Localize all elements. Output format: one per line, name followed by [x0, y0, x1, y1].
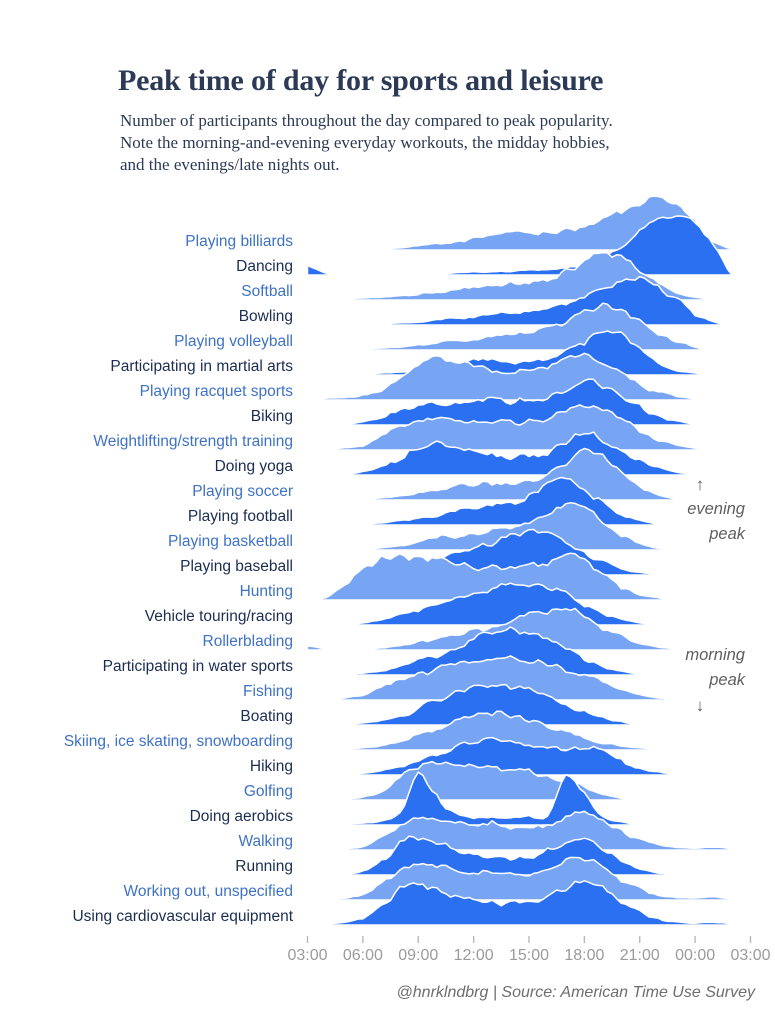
ridge-vehicle-touring-racing [306, 582, 752, 626]
annotation-morning-line2: peak [709, 671, 745, 689]
row-label-vehicle-touring-racing: Vehicle touring/racing [144, 608, 293, 625]
annotation-evening-peak: ↑ evening peak [655, 472, 745, 547]
row-label-bowling: Bowling [238, 308, 293, 325]
ridge-skiing-ice-skating-snowboarding [306, 710, 752, 751]
row-label-hiking: Hiking [249, 758, 293, 775]
annotation-evening-line1: evening [687, 500, 745, 518]
x-tick-label: 09:00 [398, 947, 438, 964]
row-label-playing-racquet-sports: Playing racquet sports [139, 383, 293, 400]
row-label-using-cardiovascular-equipment: Using cardiovascular equipment [72, 908, 293, 925]
ridge-participating-in-martial-arts [306, 330, 752, 376]
row-label-softball: Softball [241, 283, 293, 300]
row-label-playing-baseball: Playing baseball [180, 558, 293, 575]
row-label-playing-soccer: Playing soccer [192, 483, 293, 500]
annotation-evening-line2: peak [709, 525, 745, 543]
ridge-bowling [306, 275, 752, 326]
ridge-boating [306, 683, 752, 726]
row-label-hunting: Hunting [239, 583, 293, 600]
ridge-using-cardiovascular-equipment [306, 880, 752, 926]
row-label-working-out-unspecified: Working out, unspecified [123, 883, 293, 900]
x-tick-label: 06:00 [343, 947, 383, 964]
ridge-biking [306, 378, 752, 426]
ridge-dancing [306, 215, 752, 276]
page-title: Peak time of day for sports and leisure [118, 64, 604, 97]
ridge-playing-basketball [306, 502, 752, 551]
row-label-doing-aerobics: Doing aerobics [189, 808, 293, 825]
x-tick-label: 03:00 [730, 947, 770, 964]
annotation-morning-peak: morning peak ↓ [655, 643, 745, 718]
up-arrow-icon: ↑ [695, 475, 705, 494]
ridge-playing-soccer [306, 447, 752, 501]
x-tick-label: 21:00 [620, 947, 660, 964]
row-label-playing-billiards: Playing billiards [185, 233, 293, 250]
row-label-golfing: Golfing [243, 783, 293, 800]
subtitle-line-1: Number of participants throughout the da… [120, 111, 613, 130]
ridge-doing-yoga [306, 431, 752, 476]
x-tick-label: 03:00 [287, 947, 327, 964]
ridge-playing-racquet-sports [306, 352, 752, 401]
ridge-fishing [306, 655, 752, 701]
x-tick-label: 12:00 [454, 947, 494, 964]
ridge-weightlifting-strength-training [306, 404, 752, 451]
ridge-doing-aerobics [306, 771, 752, 826]
annotation-morning-line1: morning [685, 646, 745, 664]
row-label-participating-in-martial-arts: Participating in martial arts [110, 358, 293, 375]
subtitle-line-3: and the evenings/late nights out. [120, 155, 340, 174]
x-tick-label: 18:00 [564, 947, 604, 964]
row-label-playing-football: Playing football [187, 508, 293, 525]
row-label-playing-volleyball: Playing volleyball [174, 333, 293, 350]
ridge-playing-football [306, 476, 752, 526]
ridge-playing-volleyball [306, 302, 752, 351]
subtitle-line-2: Note the morning-and-evening everyday wo… [120, 133, 610, 152]
row-label-biking: Biking [250, 408, 293, 425]
row-label-walking: Walking [238, 833, 293, 850]
row-label-participating-in-water-sports: Participating in water sports [102, 658, 293, 675]
ridge-hiking [306, 736, 752, 776]
row-label-boating: Boating [240, 708, 293, 725]
activity-labels: Playing billiards Dancing Softball Bowling P… [0, 0, 293, 1024]
ridge-participating-in-water-sports [306, 626, 752, 676]
x-tick-label: 00:00 [675, 947, 715, 964]
ridge-hunting [306, 552, 752, 601]
row-label-weightlifting-strength-training: Weightlifting/strength training [93, 433, 293, 450]
row-label-rollerblading: Rollerblading [202, 633, 293, 650]
subtitle: Number of participants throughout the da… [120, 110, 613, 176]
row-label-playing-basketball: Playing basketball [168, 533, 293, 550]
ridge-rollerblading [306, 607, 752, 651]
credit-line: @hnrklndbrg | Source: American Time Use … [396, 984, 755, 1001]
row-label-fishing: Fishing [243, 683, 293, 700]
row-label-dancing: Dancing [236, 258, 293, 275]
row-label-running: Running [235, 858, 293, 875]
row-label-doing-yoga: Doing yoga [214, 458, 293, 475]
down-arrow-icon: ↓ [695, 696, 705, 715]
row-label-skiing-ice-skating-snowboarding: Skiing, ice skating, snowboarding [63, 733, 293, 750]
x-tick-label: 15:00 [509, 947, 549, 964]
